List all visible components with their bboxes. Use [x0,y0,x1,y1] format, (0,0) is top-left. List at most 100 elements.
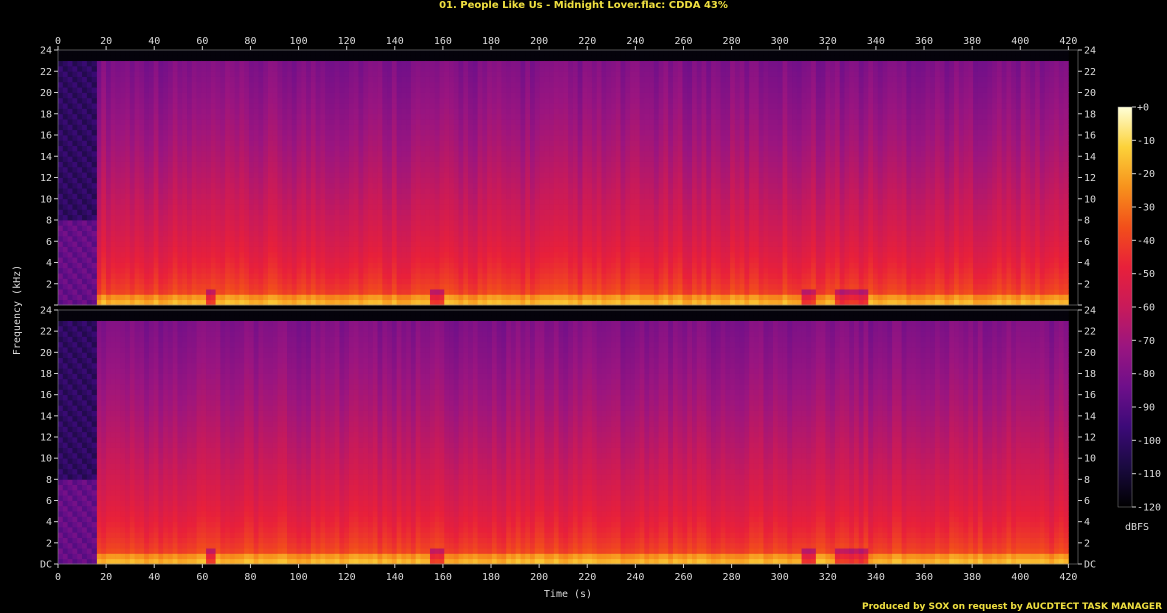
heatmap-cell [282,140,287,146]
heatmap-cell [258,257,263,263]
heatmap-cell [177,263,182,269]
heatmap-cell [139,87,144,93]
heatmap-cell [168,162,173,168]
heatmap-cell [168,263,173,269]
heatmap-cell [182,66,187,72]
heatmap-cell [144,151,149,157]
heatmap-cell [301,209,306,215]
heatmap-cell [139,93,144,99]
heatmap-cell [258,247,263,253]
heatmap-cell [216,231,221,237]
heatmap-cell [230,231,235,237]
heatmap-cell [149,247,154,253]
heatmap-cell [120,178,125,184]
heatmap-cell [282,294,287,300]
heatmap-cell [168,289,173,295]
heatmap-cell [96,77,101,83]
heatmap-cell [135,146,140,152]
heatmap-cell [168,55,173,61]
heatmap-cell [297,215,302,221]
heatmap-cell [239,236,244,242]
heatmap-cell [230,252,235,258]
heatmap-cell [216,50,221,56]
heatmap-cell [249,209,254,215]
heatmap-cell [101,236,106,242]
heatmap-cell [244,247,249,253]
heatmap-cell [177,220,182,226]
heatmap-cell [187,103,192,109]
heatmap-cell [273,119,278,125]
heatmap-cell [101,156,106,162]
heatmap-cell [258,236,263,242]
heatmap-cell [101,98,106,104]
heatmap-cell [130,273,135,279]
heatmap-cell [149,199,154,205]
heatmap-cell [192,289,197,295]
heatmap-cell [282,108,287,114]
heatmap-cell [258,108,263,114]
heatmap-cell [139,66,144,72]
heatmap-cell [258,93,263,99]
heatmap-cell [96,204,101,210]
heatmap-cell [263,236,268,242]
heatmap-cell [201,220,206,226]
heatmap-cell [158,215,163,221]
heatmap-cell [225,220,230,226]
heatmap-cell [249,103,254,109]
heatmap-cell [201,300,206,306]
heatmap-cell [273,167,278,173]
heatmap-cell [135,294,140,300]
heatmap-cell [220,247,225,253]
heatmap-cell [287,220,292,226]
heatmap-cell [173,82,178,88]
heatmap-cell [149,146,154,152]
heatmap-cell [268,273,273,279]
heatmap-cell [211,183,216,189]
heatmap-cell [254,124,259,130]
heatmap-cell [96,225,101,231]
heatmap-cell [292,183,297,189]
heatmap-cell [149,284,154,290]
heatmap-cell [187,220,192,226]
heatmap-cell [173,204,178,210]
heatmap-cell [149,294,154,300]
heatmap-cell [120,77,125,83]
heatmap-cell [292,130,297,136]
heatmap-cell [163,225,168,231]
heatmap-cell [116,172,121,178]
heatmap-cell [278,77,283,83]
heatmap-cell [173,193,178,199]
heatmap-cell [154,167,159,173]
heatmap-cell [96,263,101,269]
heatmap-cell [101,82,106,88]
heatmap-cell [230,162,235,168]
heatmap-cell [297,241,302,247]
heatmap-cell [254,66,259,72]
heatmap-cell [197,241,202,247]
heatmap-cell [197,209,202,215]
heatmap-cell [249,124,254,130]
heatmap-cell [116,167,121,173]
heatmap-cell [139,199,144,205]
heatmap-cell [187,140,192,146]
heatmap-cell [273,146,278,152]
heatmap-cell [301,188,306,194]
heatmap-cell [192,66,197,72]
heatmap-cell [158,225,163,231]
heatmap-cell [154,257,159,263]
heatmap-cell [101,130,106,136]
heatmap-cell [230,119,235,125]
heatmap-cell [278,55,283,61]
heatmap-cell [135,93,140,99]
heatmap-cell [254,225,259,231]
heatmap-cell [96,98,101,104]
heatmap-cell [163,284,168,290]
heatmap-cell [106,273,111,279]
heatmap-cell [135,98,140,104]
heatmap-cell [297,77,302,83]
heatmap-cell [120,257,125,263]
heatmap-cell [163,278,168,284]
heatmap-cell [149,178,154,184]
heatmap-cell [149,77,154,83]
heatmap-cell [182,209,187,215]
